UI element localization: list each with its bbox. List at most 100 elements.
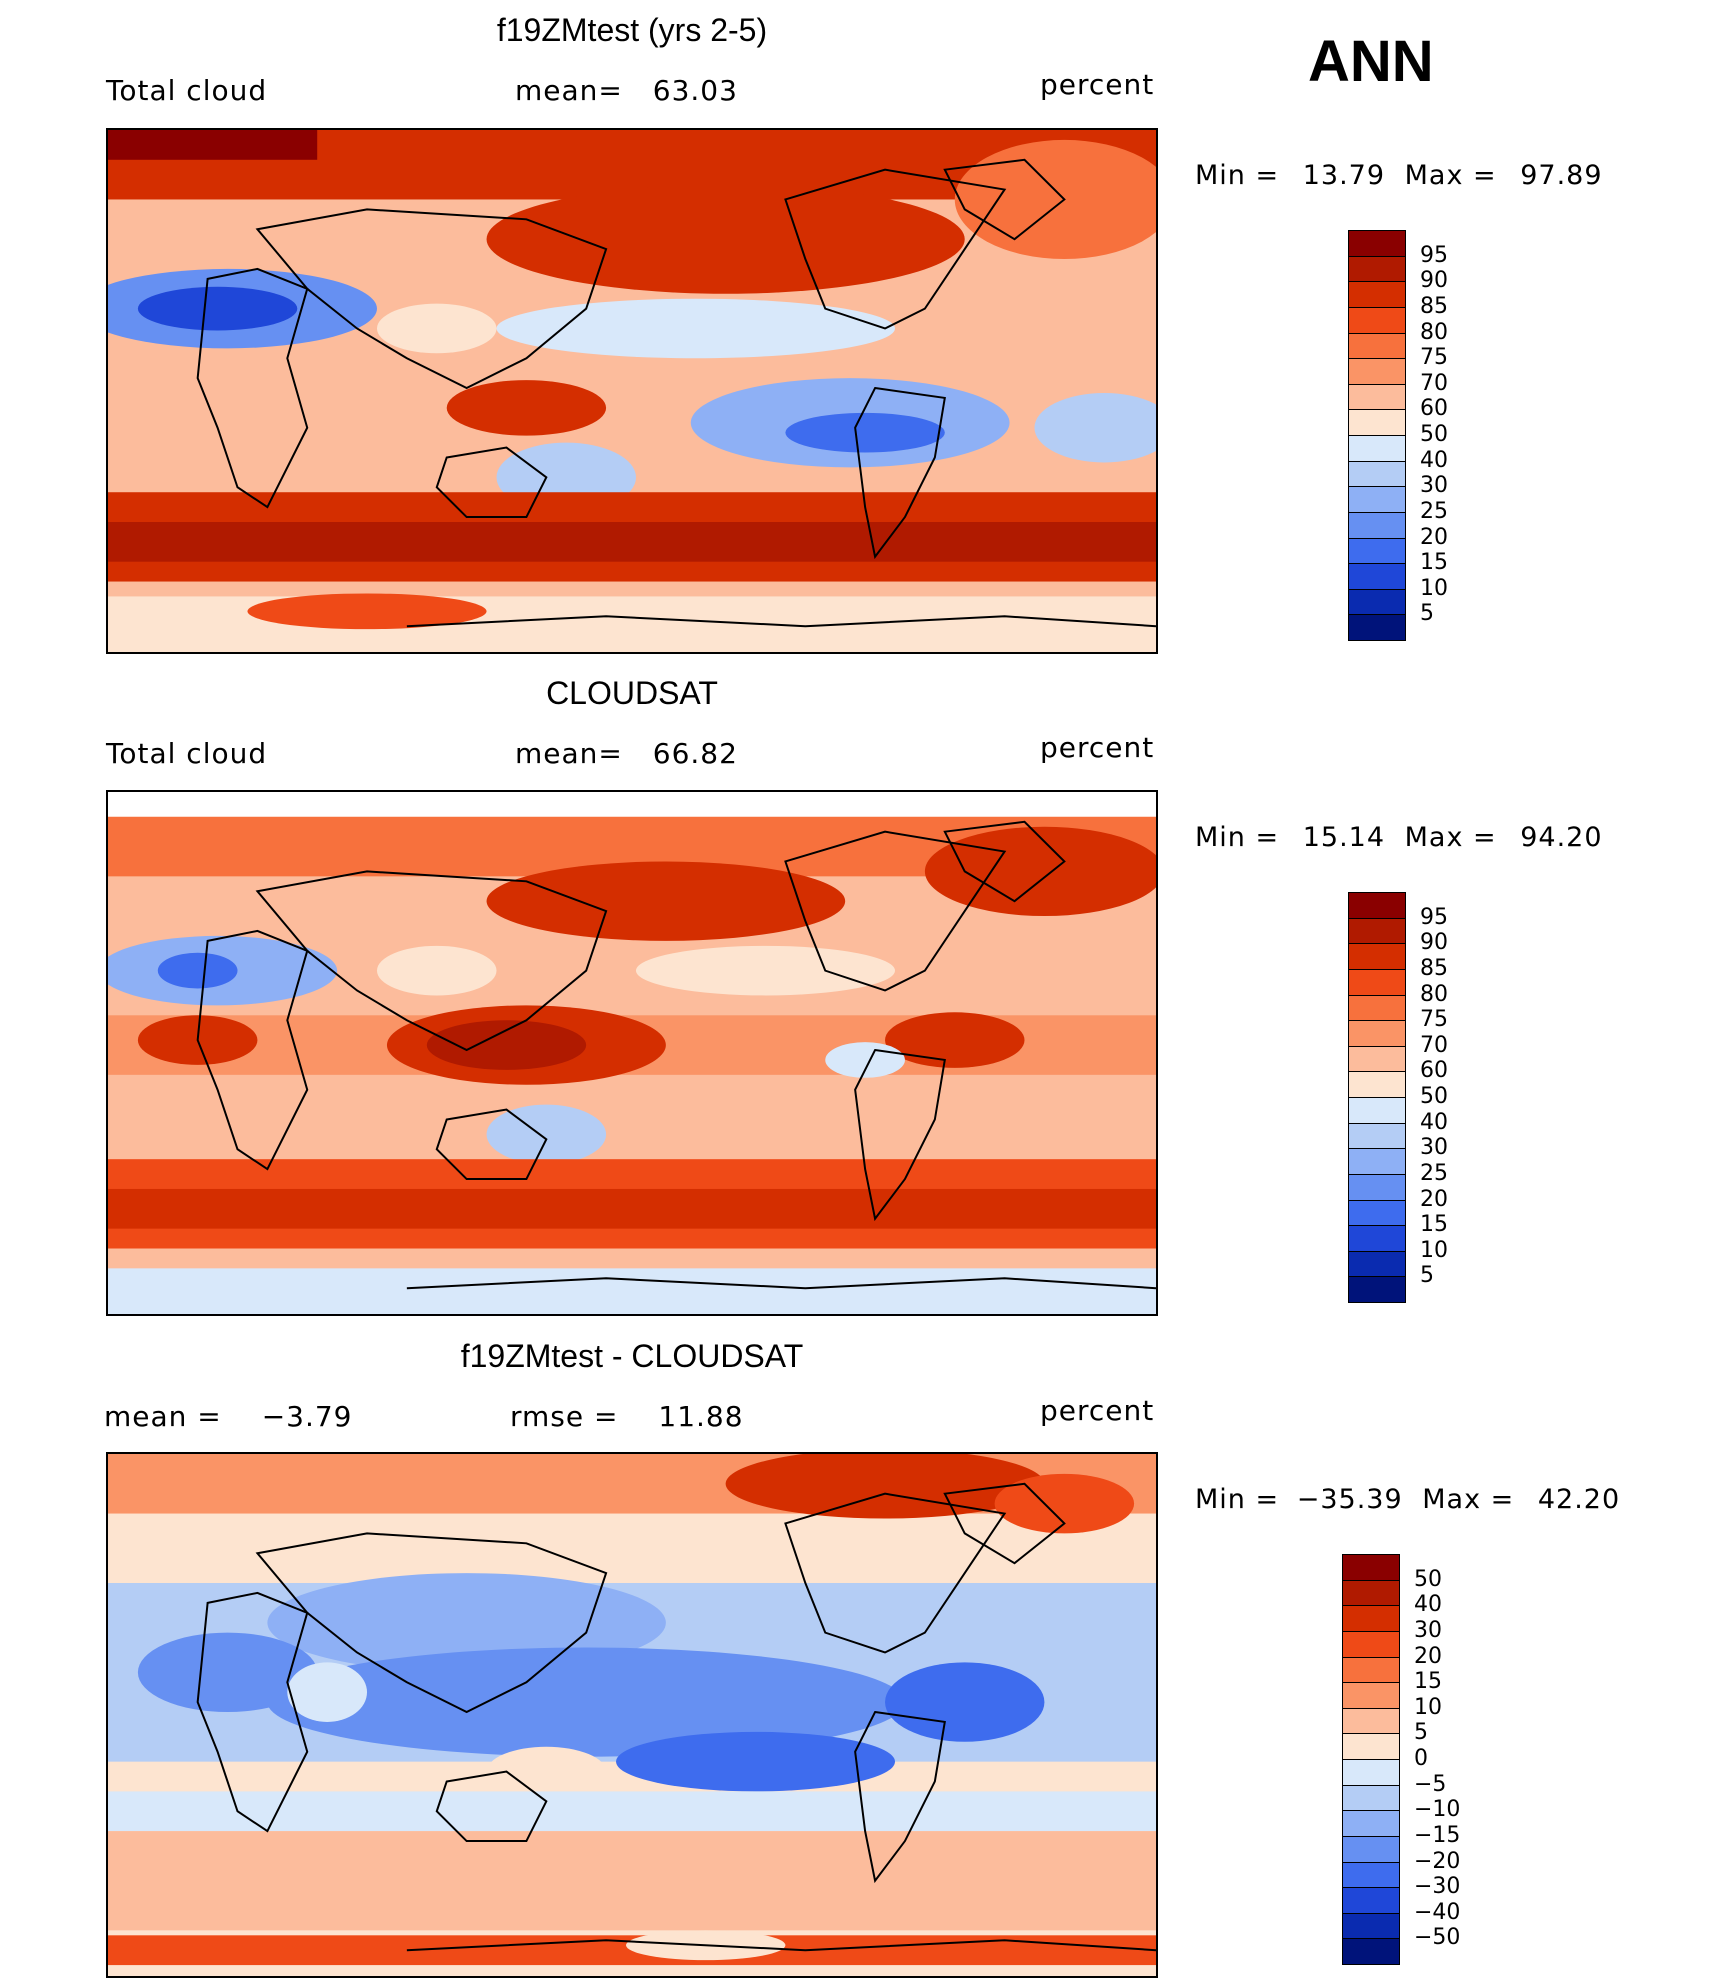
colorbar-swatch xyxy=(1348,511,1406,539)
panel-1-contour-field xyxy=(108,130,1156,652)
colorbar-swatch xyxy=(1348,1071,1406,1098)
colorbar-swatch xyxy=(1342,1579,1400,1607)
colorbar-tick-label: 70 xyxy=(1420,370,1448,396)
panel-2-contour-field xyxy=(108,792,1156,1314)
colorbar-tick-label: 60 xyxy=(1420,396,1448,422)
colorbar-swatch xyxy=(1348,255,1406,283)
colorbar-tick-label: 85 xyxy=(1420,293,1448,319)
panel-3-contour-field xyxy=(108,1454,1156,1976)
colorbar-swatch xyxy=(1348,994,1406,1022)
panel-3-rmse-label: rmse = xyxy=(510,1400,619,1433)
colorbar-tick-label: 15 xyxy=(1420,1212,1448,1238)
panel-2-min-label: Min = xyxy=(1195,822,1280,853)
colorbar-swatch xyxy=(1348,281,1406,308)
panel-1-map xyxy=(106,128,1158,654)
colorbar-swatch xyxy=(1348,588,1406,616)
panel-3-max-value: 42.20 xyxy=(1537,1484,1621,1515)
panel-3-title: f19ZMtest - CLOUDSAT xyxy=(460,1338,804,1374)
colorbar-swatch xyxy=(1342,1887,1400,1914)
panel-3-colorbar: 50 40 30 20 15 10 5 0 −5 −10 −15 −20 −30 −40 −50 xyxy=(1342,1554,1552,1969)
colorbar-swatch xyxy=(1342,1861,1400,1889)
panel-3-units: percent xyxy=(1040,1394,1155,1427)
colorbar-tick-label: 70 xyxy=(1420,1032,1448,1058)
colorbar-tick-label: 5 xyxy=(1414,1720,1428,1746)
panel-3-minmax: Min = −35.39 Max = 42.20 xyxy=(1195,1484,1620,1515)
season-label: ANN xyxy=(1308,29,1434,94)
colorbar-tick-label: 25 xyxy=(1420,1160,1448,1186)
panel-2-colorbar: 95 90 85 80 75 70 60 50 40 30 25 20 15 10 5 xyxy=(1348,892,1548,1307)
colorbar-swatch xyxy=(1342,1759,1400,1786)
colorbar-tick-label: 40 xyxy=(1420,1109,1448,1135)
colorbar-tick-label: 80 xyxy=(1420,319,1448,345)
colorbar-swatch xyxy=(1348,306,1406,334)
colorbar-swatch xyxy=(1348,1250,1406,1278)
colorbar-tick-label: 90 xyxy=(1420,268,1448,294)
panel-3-mean-value: −3.79 xyxy=(261,1400,353,1433)
panel-1-mean-label: mean= xyxy=(515,74,623,107)
panel-2-min-value: 15.14 xyxy=(1302,822,1386,853)
colorbar-tick-label: 95 xyxy=(1420,904,1448,930)
panel-3-min-value: −35.39 xyxy=(1296,1484,1403,1515)
colorbar-tick-label: 10 xyxy=(1420,575,1448,601)
colorbar-tick-label: −10 xyxy=(1414,1797,1461,1823)
colorbar-tick-label: 50 xyxy=(1414,1566,1442,1592)
colorbar-tick-label: 30 xyxy=(1414,1617,1442,1643)
panel-2-mean-value: 66.82 xyxy=(652,737,738,770)
colorbar-tick-label: 15 xyxy=(1420,550,1448,576)
panel-2-units: percent xyxy=(1040,731,1155,764)
colorbar-swatch xyxy=(1342,1554,1400,1581)
panel-1-title: f19ZMtest (yrs 2-5) xyxy=(496,12,768,48)
panel-3-map xyxy=(106,1452,1158,1978)
panel-1-max-label: Max = xyxy=(1404,160,1497,191)
panel-3-max-label: Max = xyxy=(1422,1484,1515,1515)
colorbar-tick-label: −20 xyxy=(1414,1848,1461,1874)
colorbar-tick-label: 5 xyxy=(1420,1263,1434,1289)
colorbar-swatch xyxy=(1348,1276,1406,1303)
colorbar-tick-label: 20 xyxy=(1420,1186,1448,1212)
panel-2-left-label: Total cloud xyxy=(106,737,268,770)
colorbar-swatch xyxy=(1348,383,1406,411)
colorbar-tick-label: 60 xyxy=(1420,1058,1448,1084)
colorbar-tick-label: −5 xyxy=(1414,1771,1447,1797)
colorbar-tick-label: 90 xyxy=(1420,930,1448,956)
colorbar-tick-label: 50 xyxy=(1420,422,1448,447)
colorbar-swatch xyxy=(1348,358,1406,385)
colorbar-swatch xyxy=(1348,614,1406,641)
colorbar-tick-label: 30 xyxy=(1420,1135,1448,1161)
colorbar-tick-label: 20 xyxy=(1414,1643,1442,1669)
colorbar-swatch xyxy=(1348,1148,1406,1175)
panel-2-map xyxy=(106,790,1158,1316)
colorbar-swatch xyxy=(1348,943,1406,970)
colorbar-tick-label: 40 xyxy=(1414,1592,1442,1618)
panel-1-units: percent xyxy=(1040,68,1155,101)
colorbar-tick-label: 50 xyxy=(1420,1084,1448,1109)
colorbar-swatch xyxy=(1342,1682,1400,1709)
colorbar-tick-label: 85 xyxy=(1420,955,1448,981)
panel-2-title: CLOUDSAT xyxy=(546,675,718,711)
colorbar-swatch xyxy=(1348,230,1406,257)
colorbar-tick-label: 75 xyxy=(1420,345,1448,371)
colorbar-swatch xyxy=(1348,563,1406,590)
colorbar-swatch xyxy=(1342,1835,1400,1863)
colorbar-swatch xyxy=(1342,1605,1400,1632)
colorbar-tick-label: 80 xyxy=(1420,981,1448,1007)
colorbar-swatch xyxy=(1348,1020,1406,1047)
panel-1-min-value: 13.79 xyxy=(1302,160,1386,191)
colorbar-tick-label: −40 xyxy=(1414,1899,1461,1925)
colorbar-swatch xyxy=(1348,435,1406,462)
colorbar-tick-label: 10 xyxy=(1414,1694,1442,1720)
colorbar-tick-label: 40 xyxy=(1420,447,1448,473)
colorbar-swatch xyxy=(1342,1707,1400,1735)
colorbar-swatch xyxy=(1342,1810,1400,1837)
colorbar-swatch xyxy=(1348,1199,1406,1227)
panel-3-mean-label: mean = xyxy=(104,1400,222,1433)
colorbar-swatch xyxy=(1348,1045,1406,1073)
colorbar-swatch xyxy=(1348,892,1406,919)
colorbar-tick-label: 95 xyxy=(1420,242,1448,268)
colorbar-swatch xyxy=(1348,1122,1406,1150)
colorbar-swatch xyxy=(1348,537,1406,565)
colorbar-swatch xyxy=(1348,332,1406,360)
panel-1-minmax: Min = 13.79 Max = 97.89 xyxy=(1195,160,1603,191)
colorbar-swatch xyxy=(1348,1225,1406,1252)
panel-1-min-label: Min = xyxy=(1195,160,1280,191)
